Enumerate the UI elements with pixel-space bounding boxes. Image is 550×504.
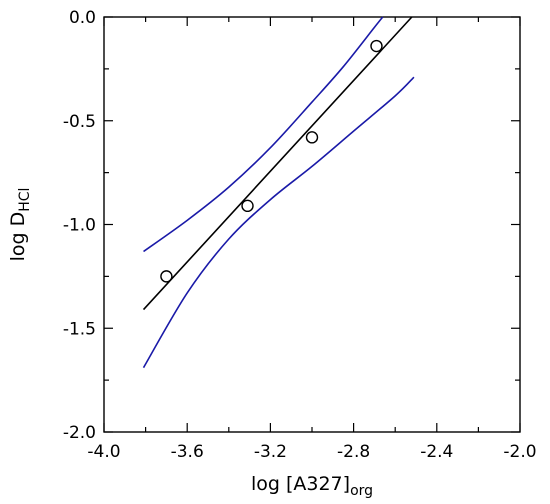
y-tick-label: -1.5: [63, 319, 96, 339]
confidence-band-layer: [142, 16, 415, 369]
y-tick-label: -1.0: [63, 216, 96, 236]
x-axis-title: log [A327]org: [251, 473, 373, 499]
fit-line-layer: [142, 16, 413, 311]
y-tick-label: -2.0: [63, 423, 96, 443]
x-tick-label: -2.0: [503, 442, 536, 462]
y-axis-title: log DHCl: [7, 188, 33, 262]
regression-line: [142, 16, 413, 311]
data-points-layer: [160, 39, 383, 283]
x-tick-label: -3.6: [171, 442, 204, 462]
plot-frame: [103, 16, 521, 433]
lower-confidence-curve: [142, 76, 415, 369]
y-axis-title-main: log D: [7, 212, 29, 262]
data-point: [241, 199, 254, 213]
x-tick-label: -2.4: [420, 442, 453, 462]
data-point: [305, 131, 319, 144]
x-axis-title-main: log [A327]: [251, 473, 350, 495]
y-tick-label: 0.0: [69, 8, 96, 28]
y-tick-label: -0.5: [63, 112, 96, 132]
labels-layer: log [A327]org log DHCl: [7, 188, 373, 499]
x-tick-label: -3.2: [254, 442, 287, 462]
data-point: [160, 270, 173, 283]
x-axis-title-subscript: org: [350, 483, 373, 499]
x-tick-label: -4.0: [87, 442, 120, 462]
y-axis-title-subscript: HCl: [17, 188, 33, 212]
upper-confidence-curve: [143, 16, 384, 253]
axes-layer: -4.0 -3.6 -3.2 -2.8 -2.4 -2.0 0.0 -0.5 -1.0 -1.5 -…: [63, 8, 537, 462]
x-tick-label: -2.8: [337, 442, 370, 462]
data-point: [370, 39, 383, 53]
